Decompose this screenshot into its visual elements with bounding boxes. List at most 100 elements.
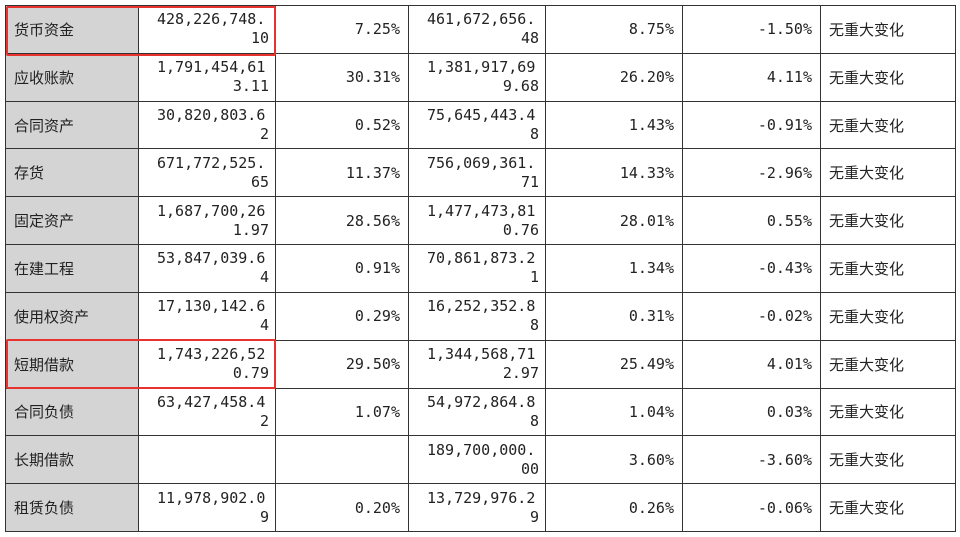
change-note: 无重大变化 [820,100,956,150]
previous-percent: 3.60% [545,435,683,485]
current-percent: 0.52% [275,100,409,150]
previous-amount-line2: 9.68 [502,77,539,96]
change-percent: -0.06% [682,483,821,532]
table-row: 长期借款 189,700,000. 00 3.60% -3.60% 无重大变化 [5,435,956,485]
previous-amount-line1: 189,700,000. [427,440,536,459]
previous-amount: 756,069,361. 71 [408,148,546,198]
current-amount-line2: 2 [259,125,269,144]
previous-percent: 8.75% [545,5,683,54]
current-amount-line2: 1.97 [232,220,269,239]
current-amount-line1: 53,847,039.6 [157,249,266,268]
previous-amount-line2: 8 [529,125,539,144]
change-note: 无重大变化 [820,196,956,246]
previous-amount-line1: 75,645,443.4 [427,106,536,125]
current-amount: 53,847,039.6 4 [138,244,276,293]
change-percent: -2.96% [682,148,821,198]
current-amount: 17,130,142.6 4 [138,291,276,341]
previous-percent: 28.01% [545,196,683,246]
table-row: 租赁负债 11,978,902.0 9 0.20% 13,729,976.2 9 0.26%… [5,483,956,532]
table-row: 货币资金 428,226,748. 10 7.25% 461,672,656. 48 8.7… [5,5,956,54]
current-amount: 63,427,458.4 2 [138,387,276,437]
current-percent: 7.25% [275,5,409,54]
previous-amount: 16,252,352.8 8 [408,291,546,341]
previous-amount-line2: 2.97 [502,364,539,383]
previous-percent: 1.04% [545,387,683,437]
table-row: 合同负债 63,427,458.4 2 1.07% 54,972,864.8 8 1.04%… [5,387,956,437]
current-amount: 1,791,454,61 3.11 [138,52,276,102]
table-row: 固定资产 1,687,700,26 1.97 28.56% 1,477,473,81 0.… [5,196,956,246]
current-amount-line2: 65 [250,172,269,191]
change-percent: -3.60% [682,435,821,485]
current-amount-line2: 10 [250,29,269,48]
current-amount-line1: 17,130,142.6 [157,297,266,316]
current-percent: 30.31% [275,52,409,102]
current-amount-line2: 3.11 [232,77,269,96]
item-label: 使用权资产 [5,291,139,341]
previous-amount-line1: 461,672,656. [427,10,536,29]
previous-amount-line1: 13,729,976.2 [427,488,536,507]
current-amount-line1: 11,978,902.0 [157,488,266,507]
table-row: 短期借款 1,743,226,52 0.79 29.50% 1,344,568,71 2.… [5,339,956,389]
current-amount-line2: 9 [259,507,269,526]
change-note: 无重大变化 [820,339,956,389]
current-amount: 671,772,525. 65 [138,148,276,198]
previous-amount-line1: 16,252,352.8 [427,297,536,316]
previous-amount-line1: 1,381,917,69 [427,58,536,77]
current-amount-line1: 1,743,226,52 [157,345,266,364]
previous-amount-line2: 00 [520,459,539,478]
previous-amount-line2: 8 [529,316,539,335]
change-percent: -0.02% [682,291,821,341]
current-amount-line1: 428,226,748. [157,10,266,29]
previous-amount: 1,381,917,69 9.68 [408,52,546,102]
item-label: 存货 [5,148,139,198]
item-label: 短期借款 [5,339,139,389]
previous-amount-line1: 1,344,568,71 [427,345,536,364]
previous-amount-line1: 756,069,361. [427,153,536,172]
change-note: 无重大变化 [820,387,956,437]
previous-amount: 461,672,656. 48 [408,5,546,54]
current-percent: 0.91% [275,244,409,293]
table-row: 存货 671,772,525. 65 11.37% 756,069,361. 71 14.3… [5,148,956,198]
current-amount: 428,226,748. 10 [138,5,276,54]
table-row: 在建工程 53,847,039.6 4 0.91% 70,861,873.2 1 1.34%… [5,244,956,293]
table-row: 使用权资产 17,130,142.6 4 0.29% 16,252,352.8 8 0.31… [5,291,956,341]
previous-amount: 54,972,864.8 8 [408,387,546,437]
previous-amount-line2: 9 [529,507,539,526]
item-label: 租赁负债 [5,483,139,532]
current-percent: 0.20% [275,483,409,532]
current-percent: 29.50% [275,339,409,389]
current-amount-line1: 30,820,803.6 [157,106,266,125]
current-amount [138,435,276,485]
previous-percent: 0.31% [545,291,683,341]
change-percent: 0.03% [682,387,821,437]
change-percent: 4.11% [682,52,821,102]
table-row: 合同资产 30,820,803.6 2 0.52% 75,645,443.4 8 1.43%… [5,100,956,150]
item-label: 合同资产 [5,100,139,150]
previous-amount: 189,700,000. 00 [408,435,546,485]
current-amount-line2: 4 [259,316,269,335]
change-percent: -0.91% [682,100,821,150]
table-body: 货币资金 428,226,748. 10 7.25% 461,672,656. 48 8.7… [5,5,956,532]
previous-amount-line2: 71 [520,172,539,191]
previous-amount: 1,344,568,71 2.97 [408,339,546,389]
item-label: 固定资产 [5,196,139,246]
previous-percent: 1.34% [545,244,683,293]
item-label: 合同负债 [5,387,139,437]
change-note: 无重大变化 [820,435,956,485]
previous-amount: 13,729,976.2 9 [408,483,546,532]
previous-percent: 26.20% [545,52,683,102]
current-amount-line2: 4 [259,268,269,287]
current-percent: 28.56% [275,196,409,246]
balance-sheet-table: 货币资金 428,226,748. 10 7.25% 461,672,656. 48 8.7… [5,5,956,532]
previous-amount-line2: 8 [529,411,539,430]
previous-percent: 1.43% [545,100,683,150]
previous-amount-line2: 48 [520,29,539,48]
change-note: 无重大变化 [820,148,956,198]
previous-amount: 1,477,473,81 0.76 [408,196,546,246]
current-percent [275,435,409,485]
item-label: 货币资金 [5,5,139,54]
change-note: 无重大变化 [820,244,956,293]
previous-amount-line1: 54,972,864.8 [427,392,536,411]
item-label: 应收账款 [5,52,139,102]
previous-amount-line2: 1 [529,268,539,287]
